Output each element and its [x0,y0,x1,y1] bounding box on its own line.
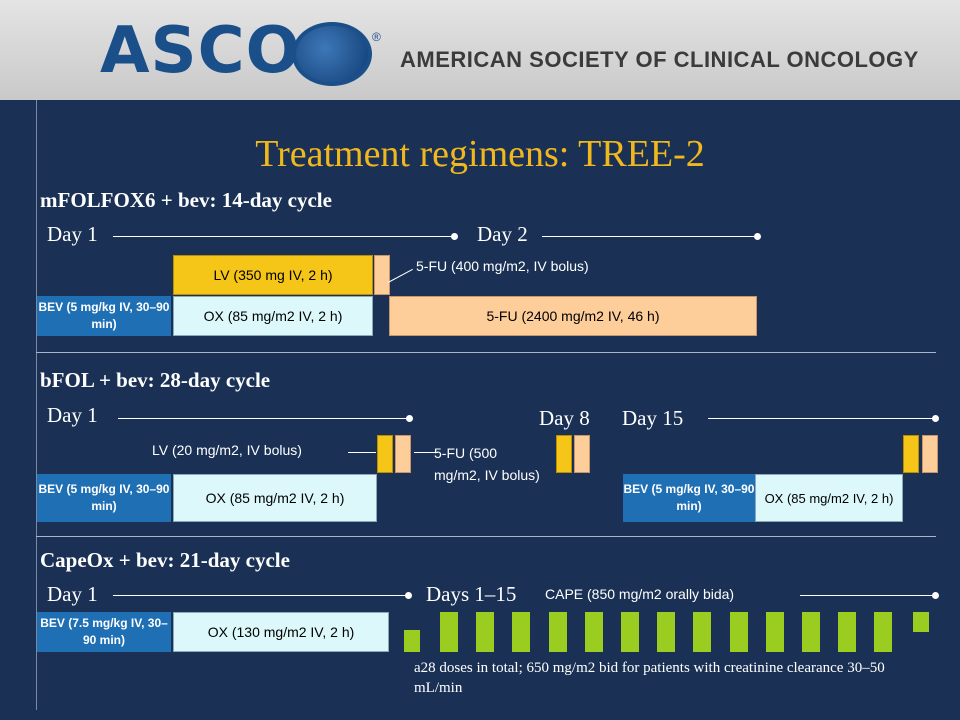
ox-box: OX (85 mg/m2 IV, 2 h) [173,474,377,522]
timeline-dot [932,592,939,599]
cape-dose-bar [404,630,420,652]
lv-bolus-bar [556,435,572,473]
callout-arrow [348,452,376,453]
timeline-dot [451,233,458,240]
section-divider [36,352,936,353]
globe-icon [292,22,372,86]
bfol-title: bFOL + bev: 28-day cycle [40,368,271,392]
fu-bolus-bar [395,435,411,473]
lv-box: LV (350 mg IV, 2 h) [173,255,373,295]
bfol-day1: Day 1 [47,403,98,427]
header-banner: ASCO ® AMERICAN SOCIETY OF CLINICAL ONCO… [0,0,960,100]
fu-bolus-bar [922,435,938,473]
timeline-dot [754,233,761,240]
registered-mark: ® [372,30,381,44]
cape-dose-bar [765,612,784,652]
cape-dose-bar [584,612,603,652]
cape-dose-bar [874,612,893,652]
cape-dose-bar [440,612,458,652]
bfol-day8: Day 8 [539,406,590,430]
mfolfox6-title: mFOLFOX6 + bev: 14-day cycle [40,188,332,212]
ox-box: OX (85 mg/m2 IV, 2 h) [755,474,903,522]
section-divider [36,536,936,537]
capeox-days: Days 1–15 [426,582,517,606]
timeline-line [113,595,407,596]
cape-dose-bar [621,612,639,652]
mfolfox6-day1: Day 1 [47,222,98,246]
ox-box: OX (85 mg/m2 IV, 2 h) [173,296,373,336]
fu-bolus-bar [574,435,590,473]
ox-box: OX (130 mg/m2 IV, 2 h) [173,612,389,652]
lv-label: LV (20 mg/m2, IV bolus) [152,442,302,458]
capeox-title: CapeOx + bev: 21-day cycle [40,548,290,572]
timeline-dot [932,415,939,422]
capeox-day1: Day 1 [47,582,98,606]
footnote: a28 doses in total; 650 mg/m2 bid for pa… [414,660,885,696]
bev-box: BEV (5 mg/kg IV, 30–90 min) [623,474,755,522]
bev-box: BEV (5 mg/kg IV, 30–90 min) [37,474,171,522]
cape-dose-bar [838,612,857,652]
timeline-dot [406,415,413,422]
lv-bolus-bar [903,435,919,473]
cape-label: CAPE (850 mg/m2 orally bida) [545,586,735,602]
fu-infusion-box: 5-FU (2400 mg/m2 IV, 46 h) [389,296,757,336]
asco-logo: ASCO [100,14,301,88]
timeline-dot [405,592,412,599]
timeline-line [113,236,453,237]
timeline-line [118,418,408,419]
callout-arrow [387,268,413,283]
bev-box: BEV (7.5 mg/kg IV, 30–90 min) [37,612,171,652]
fu-bolus-box [374,255,390,295]
mfolfox6-day2: Day 2 [477,222,528,246]
cape-dose-bar [693,612,712,652]
left-border [36,100,37,710]
slide-title: Treatment regimens: TREE-2 [255,133,705,175]
timeline-line [542,236,756,237]
callout-arrow [414,452,438,453]
cape-dose-bar [657,612,676,652]
cape-dose-bar [729,612,748,652]
lv-bolus-bar [377,435,393,473]
cape-dose-bar [476,612,495,652]
cape-dose-bar [548,612,567,652]
cape-dose-bar [913,612,929,632]
timeline-line [800,595,934,596]
bev-box: BEV (5 mg/kg IV, 30–90 min) [37,296,171,336]
society-name: AMERICAN SOCIETY OF CLINICAL ONCOLOGY [400,47,919,72]
bfol-day15: Day 15 [622,406,684,430]
cape-dose-bar [512,612,531,652]
timeline-line [708,418,934,419]
fu-bolus-label: 5-FU (400 mg/m2, IV bolus) [416,258,589,274]
fu-label: 5-FU (500 mg/m2, IV bolus) [434,445,540,483]
cape-dose-bar [802,612,820,652]
